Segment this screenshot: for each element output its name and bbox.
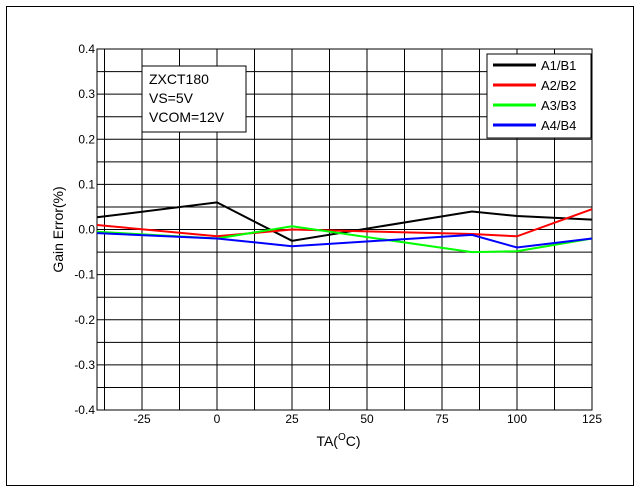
annotation-box: ZXCT180 VS=5V VCOM=12V [141,65,247,133]
x-axis-label: TA(OC) [316,432,360,449]
x-tick-label: 125 [582,412,602,426]
x-axis-label-main: TA( [316,433,338,449]
x-axis-label-suffix: C) [346,433,361,449]
series-layer [96,201,593,254]
chart-frame [6,6,634,486]
series-line-a4-b4 [96,232,593,249]
y-tick-label: 0.1 [78,177,95,191]
annotation-border [141,65,247,133]
y-tick-label: 0.4 [78,42,95,56]
legend-label: A1/B1 [541,58,576,73]
legend-items: A1/B1 A2/B2 A3/B3 A4/B4 [493,58,576,133]
y-tick-label: 0.2 [78,132,95,146]
legend-label: A2/B2 [541,78,576,93]
y-axis-label: Gain Error(%) [50,186,66,272]
legend-label: A4/B4 [541,118,576,133]
legend: A1/B1 A2/B2 A3/B3 A4/B4 [486,53,592,139]
y-tick-label: 0.0 [78,223,95,237]
annotation-device: ZXCT180 [149,71,209,87]
x-tick-label: 0 [214,412,221,426]
y-tick-labels: 0.4 0.3 0.2 0.1 0.0 -0.1 -0.2 -0.3 -0.4 [74,42,95,417]
y-tick-label: -0.1 [74,268,95,282]
y-tick-label: -0.4 [74,403,95,417]
x-tick-labels: -25 0 25 50 75 100 125 [133,412,602,426]
x-tick-label: 25 [285,412,299,426]
y-tick-label: -0.2 [74,313,95,327]
x-axis-label-superscript: O [338,432,346,443]
plot-border [96,48,593,411]
x-tick-label: -25 [133,412,151,426]
y-tick-label: 0.3 [78,87,95,101]
x-tick-label: 100 [507,412,527,426]
x-tick-label: 50 [360,412,374,426]
x-tick-label: 75 [435,412,449,426]
y-tick-label: -0.3 [74,358,95,372]
series-line-a2-b2 [96,208,593,238]
annotation-vs: VS=5V [149,90,194,106]
series-line-a1-b1 [96,201,593,242]
legend-label: A3/B3 [541,98,576,113]
annotation-vcom: VCOM=12V [149,109,225,125]
